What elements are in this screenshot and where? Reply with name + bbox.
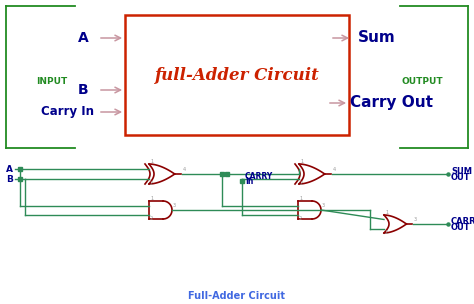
Text: 1: 1 — [150, 196, 153, 201]
Text: CARRY: CARRY — [451, 216, 474, 226]
Text: 2: 2 — [300, 181, 303, 186]
Text: 3: 3 — [414, 217, 417, 222]
Text: 2: 2 — [150, 216, 153, 221]
Text: Carry Out: Carry Out — [350, 95, 433, 110]
Text: 1: 1 — [150, 159, 153, 164]
Text: Full-Adder Circuit: Full-Adder Circuit — [189, 291, 285, 301]
Text: OUTPUT: OUTPUT — [401, 78, 443, 87]
Text: OUT: OUT — [451, 223, 471, 233]
Text: Carry In: Carry In — [42, 105, 94, 119]
Text: 1: 1 — [300, 159, 303, 164]
Text: A: A — [78, 31, 88, 45]
Text: CARRY: CARRY — [245, 172, 273, 181]
Text: 3: 3 — [322, 203, 325, 208]
Text: 1: 1 — [299, 196, 302, 201]
Text: Sum: Sum — [358, 30, 396, 46]
Text: 4: 4 — [182, 167, 186, 172]
Text: In: In — [245, 177, 254, 186]
Bar — [125, 15, 349, 135]
Text: 1: 1 — [385, 210, 388, 215]
Text: B: B — [78, 83, 88, 97]
Text: B: B — [6, 174, 13, 184]
Text: 2: 2 — [150, 181, 153, 186]
Text: 2: 2 — [299, 216, 302, 221]
Text: A: A — [6, 164, 13, 174]
Text: 4: 4 — [333, 167, 336, 172]
Text: SUM: SUM — [451, 167, 472, 175]
Text: OUT: OUT — [451, 174, 471, 182]
Text: INPUT: INPUT — [36, 78, 68, 87]
Text: 3: 3 — [173, 203, 176, 208]
Text: 2: 2 — [385, 230, 388, 235]
Text: full-Adder Circuit: full-Adder Circuit — [155, 67, 319, 84]
